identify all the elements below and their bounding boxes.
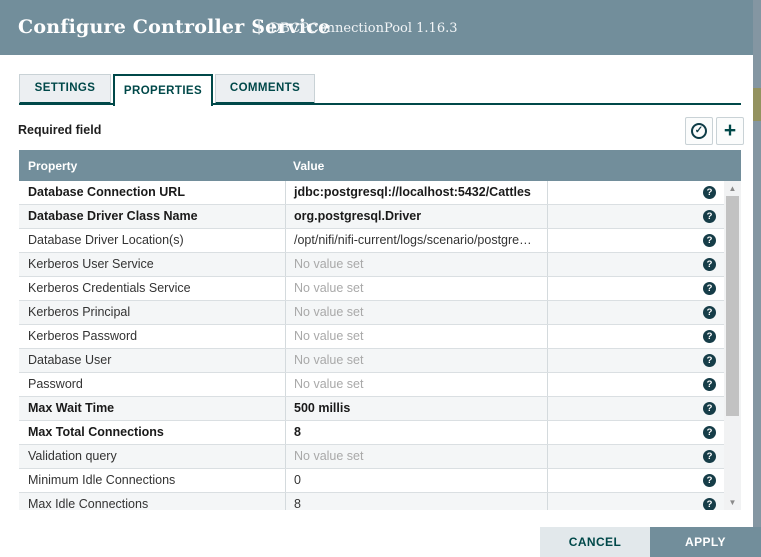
property-value[interactable]: 0: [285, 469, 547, 492]
property-name: Minimum Idle Connections: [28, 473, 176, 487]
row-filler-cell: [547, 469, 724, 492]
property-value[interactable]: No value set: [285, 253, 547, 276]
property-value[interactable]: 8: [285, 421, 547, 444]
dialog-header: Configure Controller Service | DBCPConne…: [0, 0, 753, 55]
verify-properties-button[interactable]: ✓: [685, 117, 713, 145]
help-icon[interactable]: ?: [703, 258, 716, 271]
column-header-property: Property: [28, 159, 78, 173]
table-row: Max Idle Connections ? 8: [19, 493, 724, 510]
row-filler-cell: [547, 445, 724, 468]
property-name: Password: [28, 377, 83, 391]
help-icon[interactable]: ?: [703, 450, 716, 463]
property-name: Max Idle Connections: [28, 497, 149, 510]
help-icon[interactable]: ?: [703, 498, 716, 510]
property-name: Kerberos Password: [28, 329, 138, 343]
plus-icon: +: [723, 119, 737, 142]
table-row: Kerberos Credentials Service ? No value …: [19, 277, 724, 301]
row-filler-cell: [547, 349, 724, 372]
help-icon[interactable]: ?: [703, 186, 716, 199]
table-row: Validation query ? No value set: [19, 445, 724, 469]
check-circle-icon: ✓: [691, 123, 707, 139]
vertical-scrollbar[interactable]: ▲ ▼: [724, 181, 741, 510]
add-property-button[interactable]: +: [716, 117, 744, 145]
help-icon[interactable]: ?: [703, 210, 716, 223]
tabbar-bottom-border: [19, 103, 741, 105]
table-row: Database Driver Location(s) ? /opt/nifi/…: [19, 229, 724, 253]
help-icon[interactable]: ?: [703, 378, 716, 391]
help-icon[interactable]: ?: [703, 330, 716, 343]
scroll-down-icon[interactable]: ▼: [728, 498, 737, 507]
property-value[interactable]: jdbc:postgresql://localhost:5432/Cattles: [285, 181, 547, 204]
dialog-title: Configure Controller Service: [18, 16, 331, 38]
title-separator: |: [257, 18, 262, 35]
required-field-label: Required field: [18, 123, 102, 137]
property-name: Max Wait Time: [28, 401, 115, 415]
property-value[interactable]: 500 millis: [285, 397, 547, 420]
help-icon[interactable]: ?: [703, 306, 716, 319]
row-filler-cell: [547, 301, 724, 324]
property-name: Max Total Connections: [28, 425, 164, 439]
tab-comments[interactable]: COMMENTS: [215, 74, 315, 104]
property-name: Database Connection URL: [28, 185, 185, 199]
help-icon[interactable]: ?: [703, 354, 716, 367]
table-row: Database Driver Class Name ? org.postgre…: [19, 205, 724, 229]
help-icon[interactable]: ?: [703, 282, 716, 295]
dialog-subtitle: DBCPConnectionPool 1.16.3: [270, 21, 458, 36]
property-value[interactable]: /opt/nifi/nifi-current/logs/scenario/pos…: [285, 229, 547, 252]
property-value[interactable]: org.postgresql.Driver: [285, 205, 547, 228]
background-canvas-detail: [753, 88, 761, 121]
row-filler-cell: [547, 421, 724, 444]
apply-button[interactable]: APPLY: [650, 527, 761, 557]
background-canvas-strip: [753, 0, 761, 557]
row-filler-cell: [547, 253, 724, 276]
property-value[interactable]: No value set: [285, 445, 547, 468]
help-icon[interactable]: ?: [703, 402, 716, 415]
property-name: Validation query: [28, 449, 117, 463]
tab-properties[interactable]: PROPERTIES: [113, 74, 213, 106]
table-row: Kerberos User Service ? No value set: [19, 253, 724, 277]
table-row: Max Total Connections ? 8: [19, 421, 724, 445]
row-filler-cell: [547, 325, 724, 348]
row-filler-cell: [547, 277, 724, 300]
property-value[interactable]: No value set: [285, 301, 547, 324]
property-value[interactable]: 8: [285, 493, 547, 510]
property-name: Kerberos Credentials Service: [28, 281, 191, 295]
property-value[interactable]: No value set: [285, 349, 547, 372]
row-filler-cell: [547, 181, 724, 204]
scroll-up-icon[interactable]: ▲: [728, 184, 737, 193]
tab-settings[interactable]: SETTINGS: [19, 74, 111, 104]
property-name: Database User: [28, 353, 112, 367]
table-body: Database Connection URL ? jdbc:postgresq…: [19, 181, 724, 510]
cancel-button[interactable]: CANCEL: [540, 527, 650, 557]
property-value[interactable]: No value set: [285, 373, 547, 396]
table-header: Property Value: [19, 150, 741, 181]
row-filler-cell: [547, 229, 724, 252]
help-icon[interactable]: ?: [703, 426, 716, 439]
property-name: Database Driver Location(s): [28, 233, 184, 247]
row-filler-cell: [547, 205, 724, 228]
row-filler-cell: [547, 493, 724, 510]
properties-table-viewport: Database Connection URL ? jdbc:postgresq…: [19, 181, 741, 510]
property-value[interactable]: No value set: [285, 277, 547, 300]
table-row: Database Connection URL ? jdbc:postgresq…: [19, 181, 724, 205]
column-header-value: Value: [293, 159, 325, 173]
row-filler-cell: [547, 373, 724, 396]
help-icon[interactable]: ?: [703, 474, 716, 487]
property-name: Database Driver Class Name: [28, 209, 198, 223]
property-value[interactable]: No value set: [285, 325, 547, 348]
table-row: Max Wait Time ? 500 millis: [19, 397, 724, 421]
property-name: Kerberos User Service: [28, 257, 154, 271]
row-filler-cell: [547, 397, 724, 420]
table-row: Password ? No value set: [19, 373, 724, 397]
table-row: Database User ? No value set: [19, 349, 724, 373]
table-row: Minimum Idle Connections ? 0: [19, 469, 724, 493]
table-row: Kerberos Principal ? No value set: [19, 301, 724, 325]
scrollbar-thumb[interactable]: [726, 196, 739, 416]
table-row: Kerberos Password ? No value set: [19, 325, 724, 349]
property-name: Kerberos Principal: [28, 305, 131, 319]
help-icon[interactable]: ?: [703, 234, 716, 247]
